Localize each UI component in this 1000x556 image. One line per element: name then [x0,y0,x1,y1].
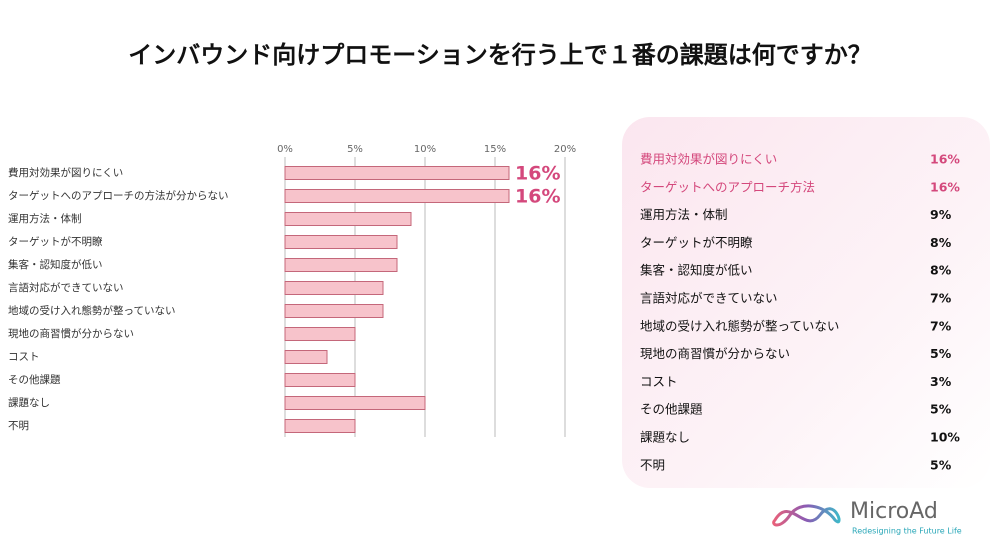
table-value: 5% [930,346,952,361]
table-value: 8% [930,263,952,278]
table-value: 7% [930,318,952,333]
bar [284,327,356,341]
chart-title: インバウンド向けプロモーションを行う上で１番の課題は何ですか？ [128,41,872,69]
table-panel [622,117,990,488]
bar [284,419,356,433]
table-value: 8% [930,235,952,250]
bar [284,189,510,203]
value-label: 16% [515,163,560,185]
table-value: 7% [930,291,952,306]
y-tick-label: 費用対効果が図りにくい [8,166,123,179]
x-tick-label: 5% [347,144,363,155]
bar [284,396,426,410]
y-tick-label: 運用方法・体制 [8,212,82,225]
bar [284,258,398,272]
logo-tagline: Redesigning the Future Life [852,527,962,536]
y-tick-label: コスト [8,351,40,363]
table-label: 不明 [640,457,665,472]
y-tick-label: 課題なし [8,396,50,409]
table-label: コスト [640,374,678,389]
bar [284,281,384,295]
y-tick-label: 地域の受け入れ態勢が整っていない [8,304,175,317]
table-label: その他課題 [640,402,703,417]
table-label: 運用方法・体制 [640,207,728,222]
x-tick-label: 15% [484,144,506,155]
table-value: 5% [930,402,952,417]
table-value: 10% [930,430,960,445]
table-label: 費用対効果が図りにくい [640,152,777,167]
value-label: 16% [515,186,560,208]
y-tick-label: 不明 [8,420,29,432]
bar [284,212,412,226]
y-tick-label: 集客・認知度が低い [8,258,103,271]
table-value: 9% [930,207,952,222]
bar [284,373,356,387]
x-tick-label: 0% [277,144,293,155]
table-label: 課題なし [640,430,690,445]
bar [284,304,384,318]
y-tick-label: その他課題 [8,373,61,386]
table-value: 16% [930,152,960,167]
logo-name: MicroAd [850,499,938,524]
logo-mark [772,504,841,527]
y-tick-label: ターゲットへのアプローチの方法が分からない [8,189,229,202]
y-tick-label: 言語対応ができていない [8,281,124,294]
y-tick-label: ターゲットが不明瞭 [8,235,103,248]
x-tick-label: 20% [554,144,576,155]
y-tick-label: 現地の商習慣が分からない [8,327,134,340]
bar [284,166,510,180]
table-value: 16% [930,179,960,194]
table-label: 現地の商習慣が分からない [640,346,790,361]
table-label: 地域の受け入れ態勢が整っていない [640,318,839,333]
x-tick-label: 10% [414,144,436,155]
bar [284,350,328,364]
table-label: 言語対応ができていない [640,291,778,306]
bar [284,235,398,249]
table-value: 5% [930,457,952,472]
table-label: 集客・認知度が低い [640,263,753,278]
table-value: 3% [930,374,952,389]
table-label: ターゲットへのアプローチ方法 [640,179,815,194]
table-label: ターゲットが不明瞭 [640,235,753,250]
